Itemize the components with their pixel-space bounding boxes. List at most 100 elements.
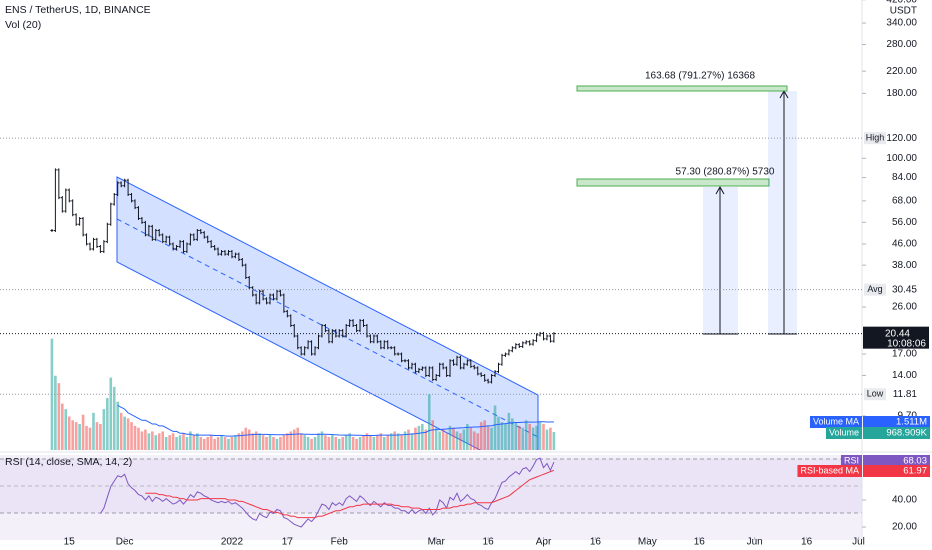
volume-bar bbox=[407, 429, 410, 450]
price-bar bbox=[503, 352, 507, 357]
price-bar bbox=[368, 334, 372, 344]
projection-area bbox=[768, 91, 797, 334]
price-bar bbox=[393, 346, 397, 356]
volume-bar bbox=[344, 435, 348, 450]
price-bar bbox=[531, 339, 535, 346]
price-bar bbox=[490, 373, 494, 384]
price-bar bbox=[535, 333, 539, 343]
price-bar bbox=[57, 168, 61, 200]
price-bar bbox=[351, 319, 355, 328]
price-bar bbox=[116, 181, 120, 197]
volume-bar bbox=[421, 424, 424, 450]
volume-bar bbox=[202, 438, 206, 450]
volume-bar bbox=[292, 429, 296, 450]
volume-bar bbox=[209, 435, 213, 450]
marker-value: 30.45 bbox=[892, 284, 917, 295]
price-bar bbox=[493, 370, 497, 377]
price-bar bbox=[462, 362, 466, 370]
volume-bar bbox=[462, 429, 466, 450]
volume-bar bbox=[296, 427, 300, 450]
price-bar bbox=[133, 199, 137, 210]
volume-bar bbox=[147, 433, 151, 450]
price-bar bbox=[268, 293, 272, 305]
price-bar bbox=[361, 319, 365, 328]
price-bar bbox=[154, 229, 158, 241]
price-bar bbox=[60, 196, 64, 213]
legend-value: 1.511M bbox=[896, 417, 927, 428]
volume-bar bbox=[230, 437, 234, 450]
volume-bar bbox=[351, 437, 355, 450]
volume-bar bbox=[535, 425, 538, 450]
price-bar bbox=[344, 324, 348, 338]
volume-bar bbox=[279, 437, 282, 450]
price-bar bbox=[452, 359, 456, 366]
price-bar bbox=[85, 233, 89, 246]
volume-bar bbox=[78, 424, 81, 450]
price-bar bbox=[251, 286, 255, 297]
volume-bar bbox=[389, 433, 393, 450]
price-bar bbox=[479, 372, 483, 377]
volume-bar bbox=[234, 435, 237, 450]
volume-bar bbox=[92, 412, 95, 450]
volume-bar bbox=[452, 427, 455, 450]
volume-bar bbox=[417, 425, 421, 450]
volume-bar bbox=[144, 429, 147, 450]
price-bar bbox=[185, 242, 189, 253]
volume-bar bbox=[85, 425, 88, 450]
volume-bar bbox=[400, 435, 403, 450]
price-bar bbox=[431, 366, 435, 381]
volume-bar bbox=[119, 412, 123, 450]
volume-bar bbox=[182, 433, 185, 450]
drawings bbox=[116, 85, 797, 450]
volume-bar bbox=[348, 433, 351, 450]
price-bar bbox=[316, 334, 320, 350]
volume-bar bbox=[220, 435, 223, 450]
volume-bar bbox=[445, 433, 448, 450]
volume-bar bbox=[455, 431, 459, 450]
price-bar bbox=[213, 244, 217, 251]
volume-bar bbox=[393, 431, 396, 450]
legend-name: Volume bbox=[829, 427, 859, 437]
price-bar bbox=[220, 250, 224, 256]
rsi-title[interactable]: RSI (14, close, SMA, 14, 2) bbox=[5, 456, 132, 468]
symbol-title[interactable]: ENS / TetherUS, 1D, BINANCE bbox=[5, 4, 151, 16]
volume-bar bbox=[272, 437, 275, 450]
legend-value-box bbox=[863, 416, 930, 428]
volume-bar bbox=[320, 431, 324, 450]
price-bar bbox=[202, 231, 206, 239]
target-box bbox=[576, 178, 770, 187]
volume-bar bbox=[414, 427, 417, 450]
volume-bar bbox=[126, 418, 130, 450]
volume-bar bbox=[99, 424, 102, 450]
volume-bar bbox=[244, 427, 248, 450]
price-bar bbox=[285, 309, 289, 318]
price-bar bbox=[320, 324, 324, 338]
price-bar bbox=[119, 181, 123, 188]
price-bar bbox=[181, 240, 185, 253]
x-tick-label: 15 bbox=[64, 537, 76, 548]
volume-bar bbox=[504, 424, 507, 450]
price-bar bbox=[206, 235, 210, 244]
price-bar bbox=[233, 252, 237, 259]
price-bar bbox=[67, 188, 71, 203]
price-bar bbox=[458, 355, 462, 370]
price-bar bbox=[382, 340, 386, 350]
price-bar bbox=[510, 346, 514, 353]
volume-bar bbox=[372, 437, 376, 450]
price-bar bbox=[223, 250, 227, 256]
price-bar bbox=[310, 340, 314, 356]
volume-bar bbox=[424, 429, 428, 450]
volume-bar bbox=[403, 431, 407, 450]
volume-bar bbox=[275, 438, 279, 450]
marker-value-box bbox=[888, 388, 920, 401]
marker-value-box bbox=[888, 283, 920, 296]
volume-bar bbox=[483, 420, 486, 450]
y-tick-label: 56.00 bbox=[892, 217, 917, 228]
price-bar bbox=[389, 346, 393, 350]
volume-bar bbox=[192, 435, 196, 450]
price-bar bbox=[188, 233, 192, 246]
price-bar bbox=[500, 353, 504, 366]
price-bar bbox=[517, 343, 521, 348]
volume-title[interactable]: Vol (20) bbox=[5, 19, 41, 31]
